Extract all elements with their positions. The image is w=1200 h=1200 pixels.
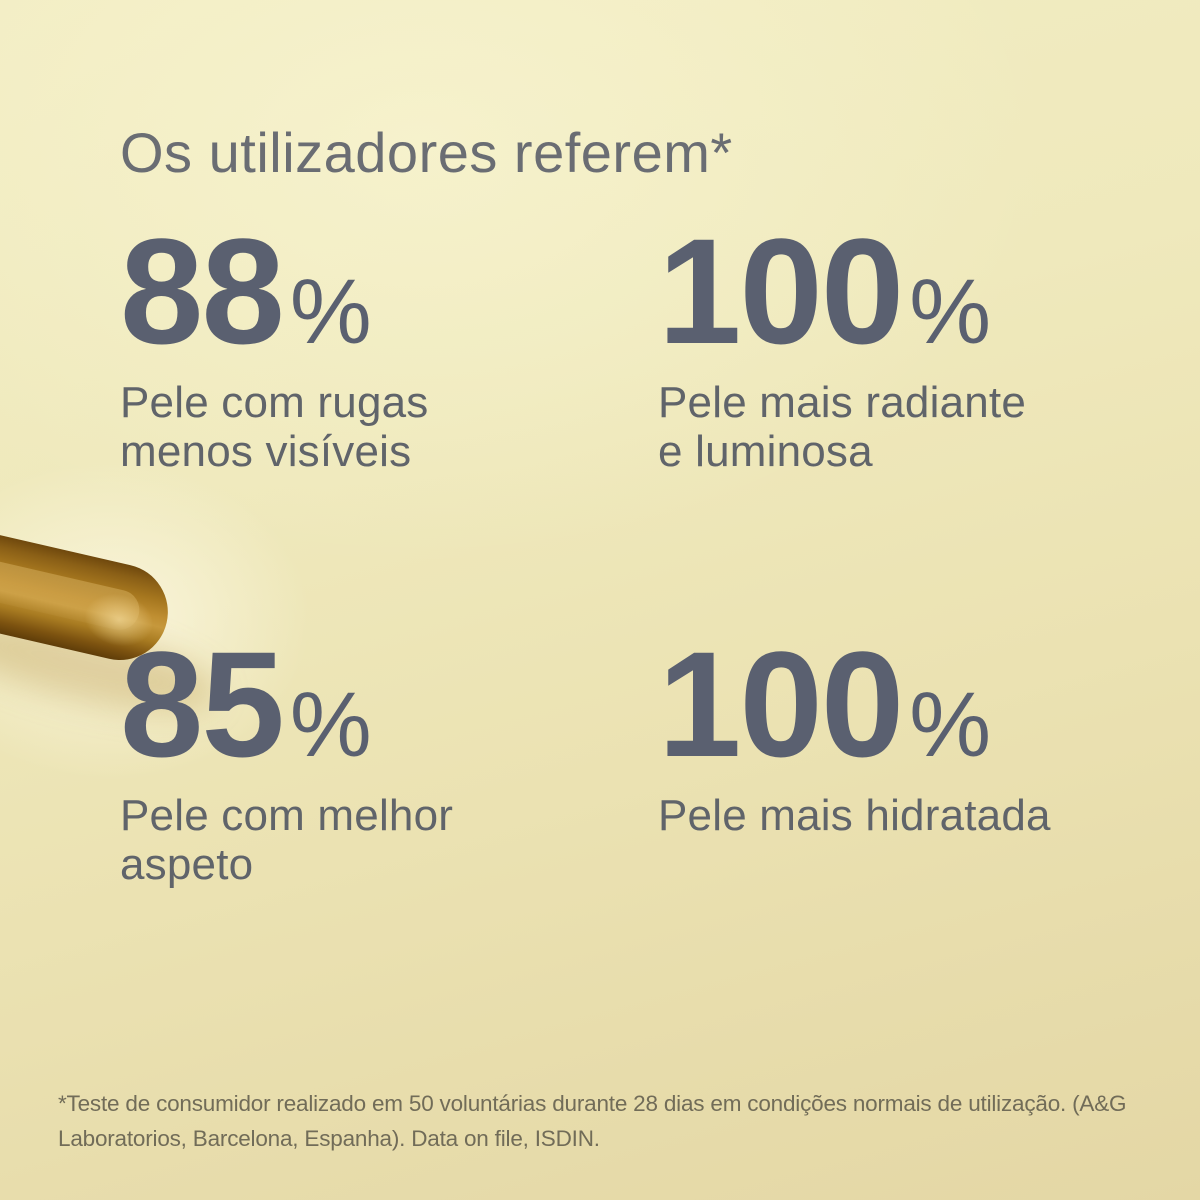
percent-sign: % (289, 261, 372, 363)
stat-label-line: Pele com rugas (120, 378, 429, 427)
stat-radiance: 100% Pele mais radiante e luminosa (658, 216, 1138, 476)
stat-value-row: 100% (658, 629, 1138, 779)
stat-hydration: 100% Pele mais hidratada (658, 629, 1138, 840)
footnote-line: *Teste de consumidor realizado em 50 vol… (58, 1091, 1127, 1116)
stat-label: Pele com melhor aspeto (120, 791, 600, 889)
percent-sign: % (909, 261, 991, 363)
stat-value: 88 (120, 207, 285, 375)
stat-label-line: aspeto (120, 840, 254, 889)
stat-label-line: Pele com melhor (120, 791, 454, 840)
stat-value-row: 100% (658, 216, 1138, 366)
percent-sign: % (909, 674, 991, 776)
page-title: Os utilizadores referem* (120, 121, 733, 184)
stat-value-row: 85% (120, 629, 600, 779)
stat-label: Pele mais hidratada (658, 791, 1138, 840)
stat-label-line: e luminosa (658, 427, 873, 476)
stat-wrinkles: 88% Pele com rugas menos visíveis (120, 216, 600, 476)
stat-label: Pele com rugas menos visíveis (120, 378, 600, 476)
stat-value-row: 88% (120, 216, 600, 366)
stat-value: 85 (120, 620, 285, 788)
stat-value: 100 (658, 207, 904, 375)
stat-label: Pele mais radiante e luminosa (658, 378, 1138, 476)
stat-label-line: Pele mais hidratada (658, 791, 1051, 840)
stat-label-line: menos visíveis (120, 427, 412, 476)
stat-value: 100 (658, 620, 904, 788)
percent-sign: % (289, 674, 372, 776)
footnote-line: Laboratorios, Barcelona, Espanha). Data … (58, 1126, 600, 1151)
stat-appearance: 85% Pele com melhor aspeto (120, 629, 600, 889)
footnote: *Teste de consumidor realizado em 50 vol… (58, 1086, 1127, 1156)
stat-label-line: Pele mais radiante (658, 378, 1027, 427)
